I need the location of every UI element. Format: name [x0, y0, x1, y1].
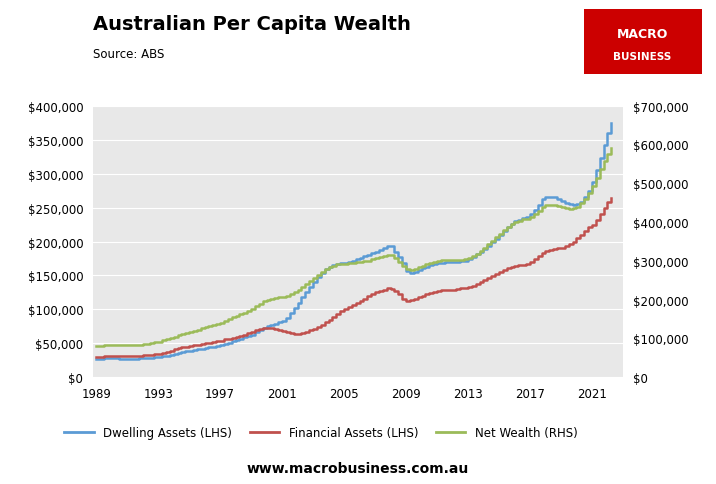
Text: www.macrobusiness.com.au: www.macrobusiness.com.au: [247, 461, 469, 475]
Text: Source: ABS: Source: ABS: [93, 48, 165, 61]
Text: BUSINESS: BUSINESS: [614, 52, 672, 62]
Text: Australian Per Capita Wealth: Australian Per Capita Wealth: [93, 15, 411, 33]
Legend: Dwelling Assets (LHS), Financial Assets (LHS), Net Wealth (RHS): Dwelling Assets (LHS), Financial Assets …: [59, 422, 582, 444]
Text: MACRO: MACRO: [617, 28, 668, 41]
